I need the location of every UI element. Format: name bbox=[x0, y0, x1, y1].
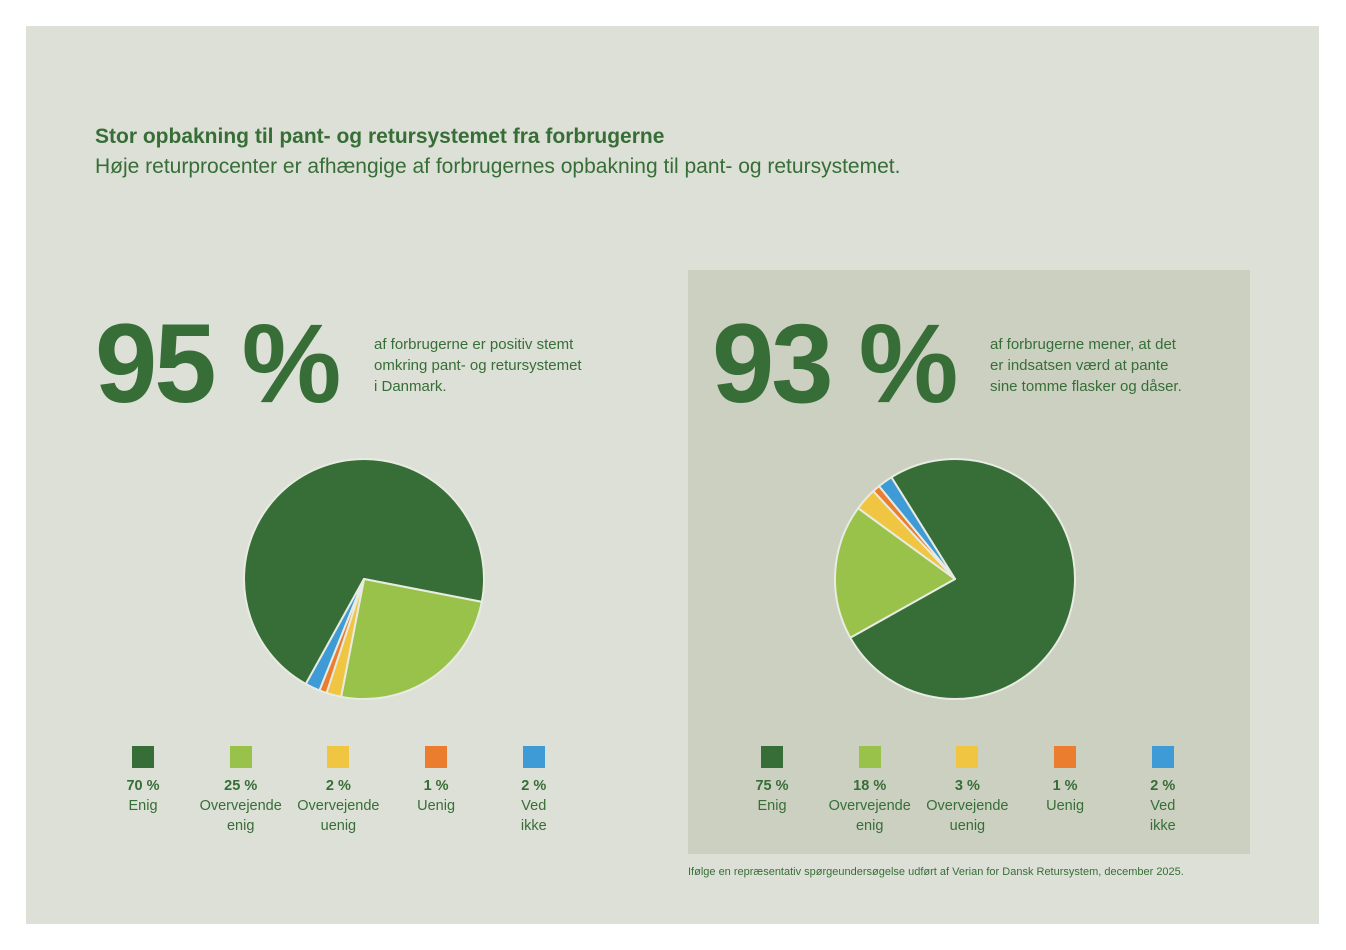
legend-label: Overvejende uenig bbox=[297, 798, 380, 834]
legend-percent: 1 % bbox=[1052, 778, 1078, 794]
legend-percent: 2 % bbox=[521, 778, 547, 794]
description-right: af forbrugerne mener, at det er indsatse… bbox=[990, 334, 1240, 397]
pie-slice-overvejende-enig bbox=[834, 507, 956, 639]
legend-label: Overvejende uenig bbox=[926, 798, 1009, 834]
legend-item-overvejende-enig: 25 % Overvejende enig bbox=[196, 746, 286, 836]
pie-slice-overvejende-enig bbox=[340, 578, 483, 700]
legend-percent: 1 % bbox=[423, 778, 449, 794]
legend-label: Overvejende enig bbox=[199, 798, 282, 834]
legend-swatch bbox=[858, 746, 881, 768]
legend-item-uenig: 1 % Uenig bbox=[391, 746, 481, 816]
legend-swatch bbox=[522, 746, 545, 768]
legend-item-overvejende-uenig: 3 % Overvejende uenig bbox=[922, 746, 1012, 836]
pie-slice-enig bbox=[849, 458, 1076, 700]
description-right-text: af forbrugerne mener, at det er indsatse… bbox=[990, 336, 1182, 395]
legend-item-enig: 75 % Enig bbox=[727, 746, 817, 816]
legend-percent: 18 % bbox=[853, 778, 887, 794]
legend-swatch bbox=[761, 746, 783, 768]
legend-label: Uenig bbox=[1046, 798, 1085, 814]
page-subtitle: Høje returprocenter er afhængige af forb… bbox=[95, 155, 901, 178]
legend-item-overvejende-enig: 18 % Overvejende enig bbox=[825, 746, 915, 836]
legend-swatch bbox=[956, 746, 979, 768]
headline-left: 95 % bbox=[95, 301, 341, 426]
pie-chart-right bbox=[834, 458, 1076, 700]
legend-item-ved-ikke: 2 % Ved ikke bbox=[489, 746, 579, 836]
pie-slice-enig bbox=[243, 458, 485, 685]
legend-percent: 70 % bbox=[126, 778, 160, 794]
legend-percent: 75 % bbox=[755, 778, 789, 794]
legend-item-overvejende-uenig: 2 % Overvejende uenig bbox=[293, 746, 383, 836]
legend-label: Enig bbox=[757, 798, 787, 814]
page-title: Stor opbakning til pant- og retursysteme… bbox=[95, 125, 665, 148]
legend-swatch bbox=[425, 746, 448, 768]
legend-swatch bbox=[229, 746, 252, 768]
legend-item-enig: 70 % Enig bbox=[98, 746, 188, 816]
legend-swatch bbox=[327, 746, 350, 768]
legend-label: Ved ikke bbox=[520, 798, 547, 834]
pie-slice-ved-ikke bbox=[878, 476, 956, 580]
legend-percent: 2 % bbox=[325, 778, 351, 794]
headline-right: 93 % bbox=[712, 301, 958, 426]
footnote: Ifølge en repræsentativ spørgeundersøgel… bbox=[688, 866, 1184, 878]
legend-swatch bbox=[132, 746, 154, 768]
pie-chart-left bbox=[243, 458, 485, 700]
description-left: af forbrugerne er positiv stemt omkring … bbox=[374, 334, 624, 397]
legend-label: Uenig bbox=[417, 798, 456, 814]
pie-slice-ved-ikke bbox=[304, 578, 365, 692]
legend-percent: 2 % bbox=[1150, 778, 1176, 794]
description-left-text: af forbrugerne er positiv stemt omkring … bbox=[374, 336, 582, 395]
legend-label: Ved ikke bbox=[1149, 798, 1176, 834]
legend-item-uenig: 1 % Uenig bbox=[1020, 746, 1110, 816]
legend-swatch bbox=[1054, 746, 1077, 768]
legend-swatch bbox=[1151, 746, 1174, 768]
legend-item-ved-ikke: 2 % Ved ikke bbox=[1118, 746, 1208, 836]
legend-label: Overvejende enig bbox=[828, 798, 911, 834]
legend-label: Enig bbox=[128, 798, 158, 814]
legend-percent: 3 % bbox=[954, 778, 980, 794]
legend-percent: 25 % bbox=[224, 778, 258, 794]
